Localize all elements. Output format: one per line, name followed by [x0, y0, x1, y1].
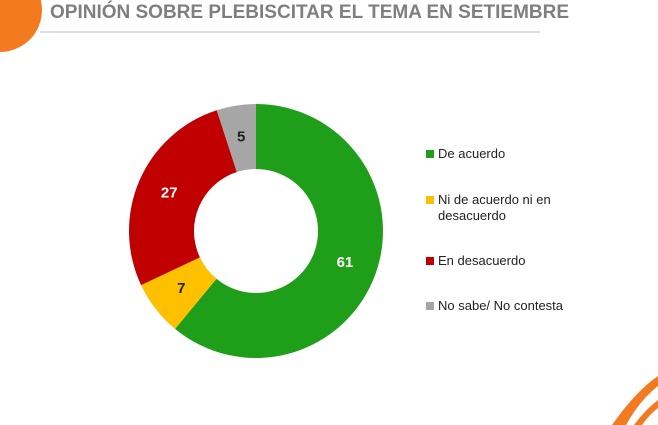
legend-label: Ni de acuerdo ni en desacuerdo: [438, 192, 551, 223]
data-label: 61: [337, 254, 354, 271]
slice: [128, 110, 237, 286]
legend-label: De acuerdo: [438, 146, 506, 161]
legend-item: No sabe/ No contesta: [426, 298, 586, 314]
slice: [175, 104, 383, 358]
legend-item: Ni de acuerdo ni en desacuerdo: [426, 192, 586, 224]
decor-swoosh: [612, 376, 658, 425]
data-label: 27: [161, 184, 178, 201]
legend-swatch: [426, 257, 434, 265]
decor-circle: [0, 0, 42, 52]
slice: [216, 104, 256, 173]
legend-label: En desacuerdo: [438, 253, 526, 268]
legend-label: No sabe/ No contesta: [438, 298, 564, 313]
decor-swoosh: [634, 400, 658, 425]
legend-item: De acuerdo: [426, 146, 586, 162]
slice: [141, 257, 217, 329]
legend-swatch: [426, 196, 434, 204]
data-label: 5: [237, 129, 245, 146]
legend-item: En desacuerdo: [426, 253, 586, 269]
legend-swatch: [426, 150, 434, 158]
legend-swatch: [426, 302, 434, 310]
chart-title: OPINIÓN SOBRE PLEBISCITAR EL TEMA EN SET…: [50, 2, 570, 23]
data-label: 7: [177, 280, 185, 297]
